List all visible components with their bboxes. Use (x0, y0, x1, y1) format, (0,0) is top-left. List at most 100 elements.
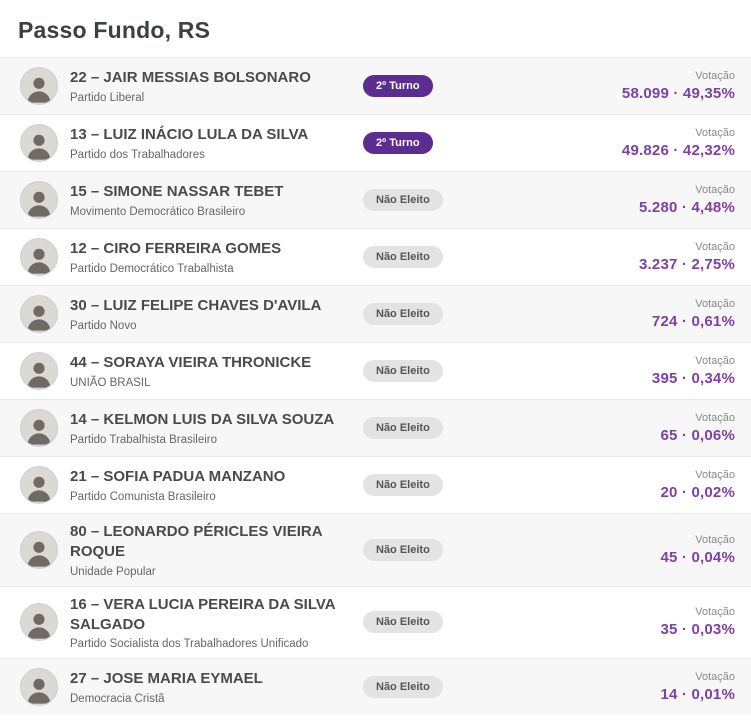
status-badge: Não Eleito (363, 538, 443, 561)
candidate-name: 44 – SORAYA VIEIRA THRONICKE (70, 354, 312, 372)
candidate-name: 21 – SOFIA PADUA MANZANO (70, 468, 286, 486)
candidate-row[interactable]: 27 – JOSE MARIA EYMAEL Democracia Cristã… (0, 658, 751, 715)
status-column: Não Eleito (363, 676, 483, 698)
candidate-info: 44 – SORAYA VIEIRA THRONICKE UNIÃO BRASI… (70, 353, 363, 388)
status-badge: Não Eleito (363, 474, 443, 496)
candidate-photo (20, 124, 58, 162)
person-silhouette-icon (27, 77, 51, 103)
status-column: Não Eleito (363, 538, 483, 561)
candidate-info: 14 – KELMON LUIS DA SILVA SOUZA Partido … (70, 410, 363, 445)
votes-column: Votação 65 · 0,06% (483, 412, 737, 444)
candidate-party: Partido Democrático Trabalhista (70, 262, 234, 275)
candidate-name: 80 – LEONARDO PÉRICLES VIEIRA ROQUE (70, 523, 322, 561)
candidate-photo (20, 238, 58, 276)
candidate-row[interactable]: 21 – SOFIA PADUA MANZANO Partido Comunis… (0, 456, 751, 513)
votes-column: Votação 5.280 · 4,48% (483, 184, 737, 216)
person-silhouette-icon (27, 362, 51, 388)
status-column: Não Eleito (363, 611, 483, 634)
votes-column: Votação 49.826 · 42,32% (483, 127, 737, 159)
page-header: Passo Fundo, RS (0, 0, 751, 57)
candidate-info: 30 – LUIZ FELIPE CHAVES D'AVILA Partido … (70, 296, 363, 331)
person-silhouette-icon (27, 419, 51, 445)
votes-value: 3.237 · 2,75% (639, 256, 735, 273)
candidate-name: 15 – SIMONE NASSAR TEBET (70, 183, 284, 201)
votes-column: Votação 3.237 · 2,75% (483, 241, 737, 273)
votes-label: Votação (695, 533, 735, 546)
person-silhouette-icon (27, 613, 51, 639)
candidate-row[interactable]: 13 – LUIZ INÁCIO LULA DA SILVA Partido d… (0, 114, 751, 171)
votes-value: 5.280 · 4,48% (639, 199, 735, 216)
status-badge: Não Eleito (363, 303, 443, 325)
person-silhouette-icon (27, 134, 51, 160)
votes-value: 724 · 0,61% (651, 313, 735, 330)
candidate-photo (20, 530, 58, 569)
candidate-list: 22 – JAIR MESSIAS BOLSONARO Partido Libe… (0, 57, 751, 715)
candidate-party: Movimento Democrático Brasileiro (70, 205, 246, 218)
votes-label: Votação (695, 70, 735, 82)
votes-value: 65 · 0,06% (660, 427, 735, 444)
candidate-info: 80 – LEONARDO PÉRICLES VIEIRA ROQUE Unid… (70, 522, 363, 578)
candidate-photo (20, 466, 58, 504)
page-title: Passo Fundo, RS (18, 17, 211, 43)
candidate-party: Partido Novo (70, 319, 137, 332)
votes-column: Votação 45 · 0,04% (483, 534, 737, 566)
candidate-info: 21 – SOFIA PADUA MANZANO Partido Comunis… (70, 467, 363, 502)
votes-column: Votação 20 · 0,02% (483, 469, 737, 501)
status-column: Não Eleito (363, 474, 483, 496)
status-column: Não Eleito (363, 417, 483, 439)
candidate-info: 13 – LUIZ INÁCIO LULA DA SILVA Partido d… (70, 125, 363, 160)
candidate-name: 22 – JAIR MESSIAS BOLSONARO (70, 69, 311, 87)
candidate-party: UNIÃO BRASIL (70, 376, 151, 389)
votes-label: Votação (695, 127, 735, 139)
candidate-name: 12 – CIRO FERREIRA GOMES (70, 240, 282, 258)
candidate-row[interactable]: 22 – JAIR MESSIAS BOLSONARO Partido Libe… (0, 57, 751, 114)
candidate-photo (20, 603, 58, 642)
candidate-name: 16 – VERA LUCIA PEREIRA DA SILVA SALGADO (70, 595, 336, 633)
votes-column: Votação 724 · 0,61% (483, 298, 737, 330)
votes-value: 49.826 · 42,32% (621, 142, 735, 159)
candidate-photo (20, 409, 58, 447)
candidate-photo (20, 181, 58, 219)
votes-label: Votação (695, 184, 735, 196)
candidate-row[interactable]: 16 – VERA LUCIA PEREIRA DA SILVA SALGADO… (0, 585, 751, 658)
status-column: 2º Turno (363, 75, 483, 97)
status-column: Não Eleito (363, 360, 483, 382)
candidate-row[interactable]: 12 – CIRO FERREIRA GOMES Partido Democrá… (0, 228, 751, 285)
candidate-party: Democracia Cristã (70, 692, 165, 705)
candidate-photo (20, 352, 58, 390)
candidate-party: Partido Trabalhista Brasileiro (70, 433, 218, 446)
person-silhouette-icon (27, 305, 51, 331)
candidate-name: 30 – LUIZ FELIPE CHAVES D'AVILA (70, 297, 322, 315)
candidate-name: 27 – JOSE MARIA EYMAEL (70, 670, 263, 688)
candidate-name: 14 – KELMON LUIS DA SILVA SOUZA (70, 411, 335, 429)
candidate-name: 13 – LUIZ INÁCIO LULA DA SILVA (70, 126, 309, 144)
votes-value: 45 · 0,04% (660, 548, 735, 566)
status-badge: 2º Turno (363, 75, 433, 97)
status-badge: Não Eleito (363, 676, 443, 698)
candidate-party: Partido dos Trabalhadores (70, 148, 205, 161)
candidate-row[interactable]: 80 – LEONARDO PÉRICLES VIEIRA ROQUE Unid… (0, 513, 751, 586)
person-silhouette-icon (27, 191, 51, 217)
candidate-photo (20, 668, 58, 706)
candidate-row[interactable]: 14 – KELMON LUIS DA SILVA SOUZA Partido … (0, 399, 751, 456)
candidate-row[interactable]: 15 – SIMONE NASSAR TEBET Movimento Democ… (0, 171, 751, 228)
votes-label: Votação (695, 671, 735, 683)
candidate-info: 27 – JOSE MARIA EYMAEL Democracia Cristã (70, 669, 363, 704)
person-silhouette-icon (27, 476, 51, 502)
candidate-party: Unidade Popular (70, 565, 156, 578)
votes-label: Votação (695, 469, 735, 481)
votes-value: 395 · 0,34% (651, 370, 735, 387)
person-silhouette-icon (27, 541, 51, 567)
votes-value: 14 · 0,01% (660, 686, 735, 703)
candidate-row[interactable]: 30 – LUIZ FELIPE CHAVES D'AVILA Partido … (0, 285, 751, 342)
status-badge: 2º Turno (363, 132, 433, 154)
candidate-info: 16 – VERA LUCIA PEREIRA DA SILVA SALGADO… (70, 595, 363, 651)
candidate-row[interactable]: 44 – SORAYA VIEIRA THRONICKE UNIÃO BRASI… (0, 342, 751, 399)
votes-label: Votação (695, 412, 735, 424)
votes-column: Votação 35 · 0,03% (483, 606, 737, 638)
status-badge: Não Eleito (363, 417, 443, 439)
person-silhouette-icon (27, 248, 51, 274)
votes-column: Votação 395 · 0,34% (483, 355, 737, 387)
candidate-photo (20, 295, 58, 333)
